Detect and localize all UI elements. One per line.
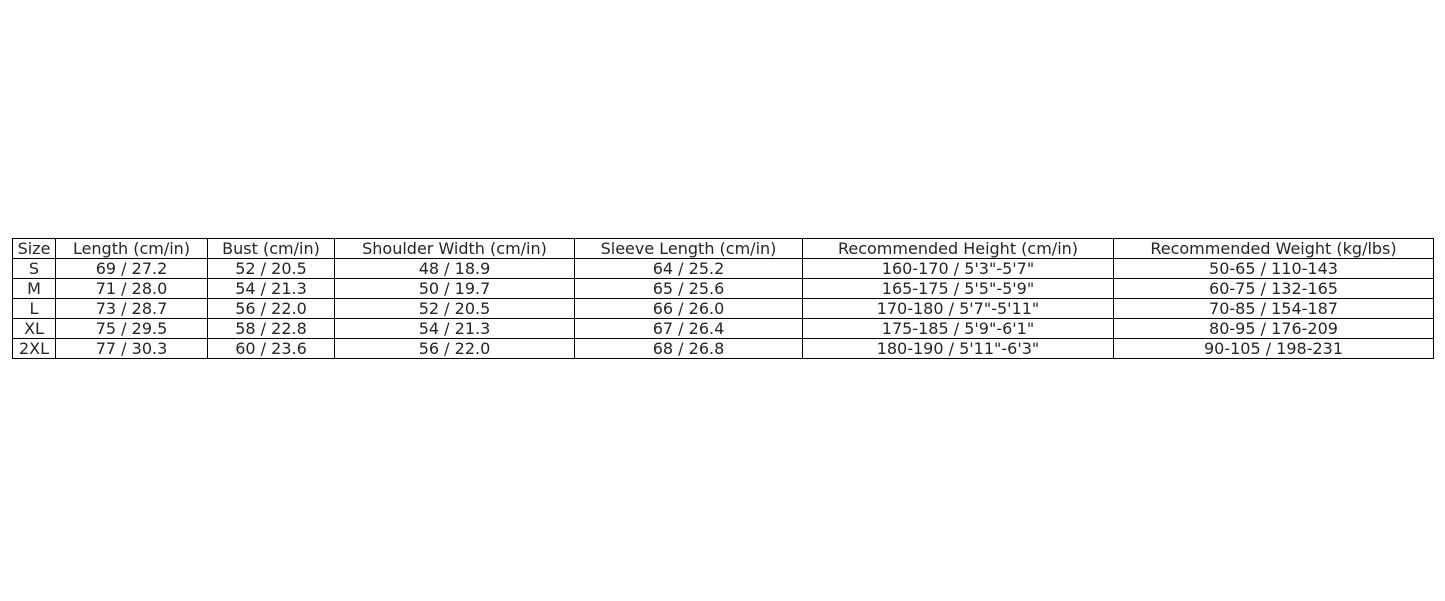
- table-cell: 58 / 22.8: [207, 318, 335, 339]
- table-row: M 71 / 28.0 54 / 21.3 50 / 19.7 65 / 25.6 165…: [12, 278, 1434, 299]
- table-cell: 54 / 21.3: [334, 318, 575, 339]
- table-row: L 73 / 28.7 56 / 22.0 52 / 20.5 66 / 26.0 170…: [12, 298, 1434, 319]
- size-cell: M: [12, 278, 56, 299]
- table-cell: 50 / 19.7: [334, 278, 575, 299]
- table-cell: 175-185 / 5'9"-6'1": [802, 318, 1114, 339]
- table-cell: 180-190 / 5'11"-6'3": [802, 338, 1114, 359]
- size-cell: XL: [12, 318, 56, 339]
- column-header: Shoulder Width (cm/in): [334, 238, 575, 259]
- table-cell: 60 / 23.6: [207, 338, 335, 359]
- table-cell: 65 / 25.6: [574, 278, 803, 299]
- table-cell: 67 / 26.4: [574, 318, 803, 339]
- table-cell: 68 / 26.8: [574, 338, 803, 359]
- header-row: Size Length (cm/in) Bust (cm/in) Shoulder W…: [12, 238, 1434, 259]
- column-header: Sleeve Length (cm/in): [574, 238, 803, 259]
- table-cell: 60-75 / 132-165: [1113, 278, 1434, 299]
- table-cell: 90-105 / 198-231: [1113, 338, 1434, 359]
- table-row: S 69 / 27.2 52 / 20.5 48 / 18.9 64 / 25.2 160…: [12, 258, 1434, 279]
- table-cell: 54 / 21.3: [207, 278, 335, 299]
- column-header: Recommended Height (cm/in): [802, 238, 1114, 259]
- table-cell: 160-170 / 5'3"-5'7": [802, 258, 1114, 279]
- table-cell: 75 / 29.5: [55, 318, 208, 339]
- table-cell: 66 / 26.0: [574, 298, 803, 319]
- table-cell: 69 / 27.2: [55, 258, 208, 279]
- table-cell: 77 / 30.3: [55, 338, 208, 359]
- column-header: Recommended Weight (kg/lbs): [1113, 238, 1434, 259]
- table-cell: 52 / 20.5: [334, 298, 575, 319]
- table-cell: 50-65 / 110-143: [1113, 258, 1434, 279]
- table-cell: 71 / 28.0: [55, 278, 208, 299]
- table-cell: 165-175 / 5'5"-5'9": [802, 278, 1114, 299]
- table-cell: 80-95 / 176-209: [1113, 318, 1434, 339]
- column-header: Length (cm/in): [55, 238, 208, 259]
- column-header: Bust (cm/in): [207, 238, 335, 259]
- table-cell: 48 / 18.9: [334, 258, 575, 279]
- size-cell: 2XL: [12, 338, 56, 359]
- table-row: 2XL 77 / 30.3 60 / 23.6 56 / 22.0 68 / 26.8 1…: [12, 338, 1434, 359]
- table-cell: 56 / 22.0: [207, 298, 335, 319]
- size-cell: S: [12, 258, 56, 279]
- table-cell: 56 / 22.0: [334, 338, 575, 359]
- table-cell: 73 / 28.7: [55, 298, 208, 319]
- size-cell: L: [12, 298, 56, 319]
- table-row: XL 75 / 29.5 58 / 22.8 54 / 21.3 67 / 26.4 17…: [12, 318, 1434, 339]
- table-cell: 52 / 20.5: [207, 258, 335, 279]
- table-cell: 170-180 / 5'7"-5'11": [802, 298, 1114, 319]
- table-cell: 70-85 / 154-187: [1113, 298, 1434, 319]
- size-chart-table: Size Length (cm/in) Bust (cm/in) Shoulder W…: [12, 238, 1434, 359]
- table-cell: 64 / 25.2: [574, 258, 803, 279]
- column-header: Size: [12, 238, 56, 259]
